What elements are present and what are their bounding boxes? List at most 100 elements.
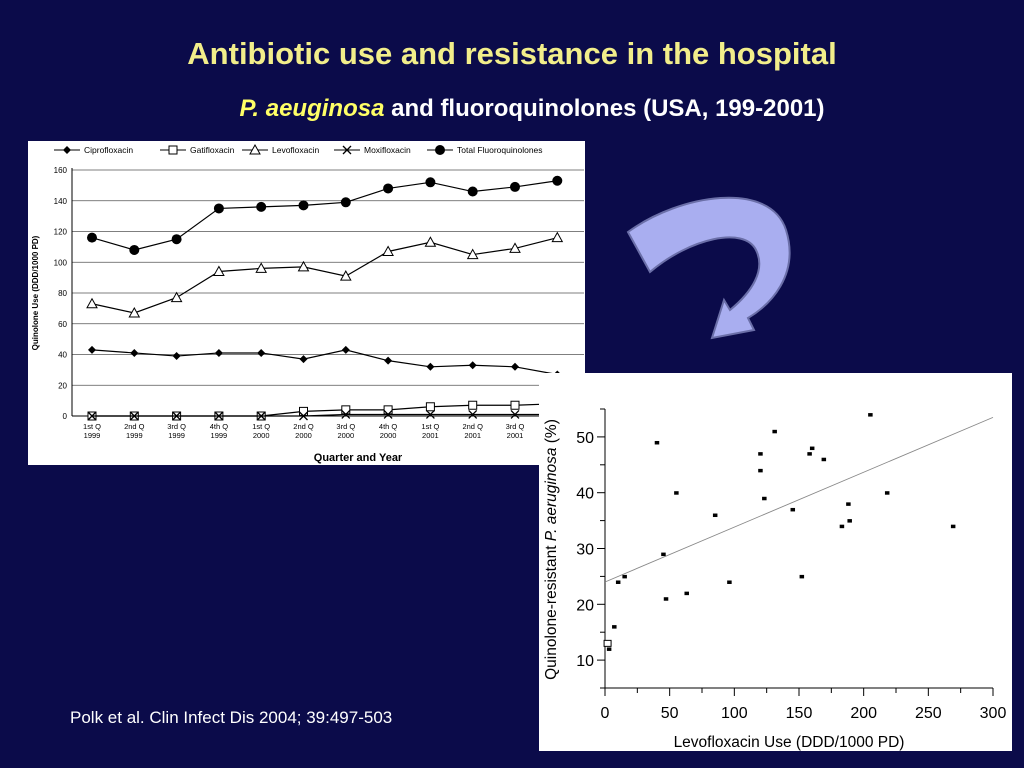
curved-arrow-icon	[620, 180, 800, 355]
subtitle-organism: P. aeuginosa	[239, 95, 385, 122]
legend-label: Moxifloxacin	[364, 145, 411, 155]
legend-label: Gatifloxacin	[190, 145, 235, 155]
data-point	[172, 352, 181, 361]
chart1-xtick-line: 2001	[507, 431, 524, 440]
chart2-ytick-label: 50	[576, 430, 594, 447]
data-point	[622, 574, 627, 579]
data-point	[425, 402, 435, 412]
chart2-xtick-label: 200	[850, 705, 877, 722]
data-point	[758, 452, 763, 456]
data-point	[868, 413, 873, 417]
chart1-xtick-line: 2nd Q	[124, 422, 145, 431]
data-point	[612, 625, 617, 629]
chart2-xtick-label: 0	[601, 705, 610, 722]
legend-marker	[249, 143, 261, 155]
data-point	[466, 248, 479, 260]
data-point	[382, 245, 394, 256]
data-point	[551, 231, 564, 243]
data-point	[727, 580, 732, 584]
data-point	[606, 647, 612, 651]
chart2-xtick-label: 100	[721, 705, 748, 722]
data-point	[684, 591, 689, 596]
data-point	[674, 491, 679, 495]
data-point	[129, 244, 140, 255]
chart1-ytick-label: 40	[58, 351, 67, 360]
data-point	[425, 177, 436, 188]
series-line	[91, 237, 558, 314]
data-point	[298, 200, 309, 211]
data-point	[615, 580, 621, 584]
data-point	[341, 410, 351, 419]
data-point	[214, 411, 224, 421]
data-point	[213, 203, 224, 214]
data-point	[510, 181, 520, 192]
chart2-y-axis-title: Quinolone-resistant P. aeruginosa (%)	[543, 419, 560, 680]
data-point	[340, 197, 351, 208]
slide-subtitle: P. aeuginosa and fluoroquinolones (USA, …	[0, 95, 1024, 123]
data-point	[712, 513, 718, 518]
chart1-ytick-label: 0	[63, 412, 68, 421]
data-point	[509, 242, 521, 253]
ylabel-suffix: (%)	[543, 419, 560, 447]
data-point	[511, 362, 519, 371]
data-point	[510, 400, 520, 410]
data-point	[256, 201, 267, 212]
legend-marker	[63, 146, 71, 154]
chart1-xtick-line: 3rd Q	[336, 422, 355, 431]
data-point	[256, 411, 266, 421]
data-point	[846, 502, 851, 506]
data-point	[663, 597, 669, 601]
chart1-xtick-line: 4th Q	[210, 422, 229, 431]
series-line	[91, 349, 558, 376]
data-point	[425, 410, 435, 419]
ylabel-organism: P. aeruginosa	[543, 447, 560, 541]
chart2-x-axis-title: Levofloxacin Use (DDD/1000 PD)	[674, 734, 905, 751]
legend-marker	[435, 145, 445, 155]
data-point	[86, 297, 98, 309]
chart1-xtick-line: 1999	[84, 431, 101, 440]
chart1-xtick-line: 2000	[253, 431, 270, 440]
line-chart-svg: Ciprofloxacin Gatifloxacin Levofloxacin Mox…	[31, 143, 584, 464]
legend-marker	[342, 145, 352, 155]
data-point	[87, 232, 97, 243]
data-point	[170, 291, 183, 303]
data-point	[383, 410, 393, 419]
chart1-ytick-label: 60	[58, 320, 67, 329]
chart1-xtick-line: 1999	[126, 431, 143, 440]
chart1-y-axis-title: Quinolone Use (DDD/1000 PD)	[31, 235, 40, 350]
series-line	[91, 180, 558, 251]
chart1-ytick-label: 160	[54, 166, 68, 175]
chart2-xtick-label: 250	[915, 705, 942, 722]
data-point	[661, 552, 666, 557]
data-point	[214, 348, 223, 357]
chart1-series-total-fluoroquinolones	[87, 175, 563, 255]
chart1-xtick-line: 2001	[422, 431, 439, 440]
data-point	[884, 491, 890, 495]
chart1-series-ciprofloxacin	[88, 345, 562, 379]
data-point	[790, 507, 796, 512]
data-point	[341, 405, 351, 415]
chart1-xtick-line: 2000	[337, 431, 354, 440]
data-point	[799, 574, 805, 579]
data-point	[809, 446, 815, 451]
data-point	[552, 175, 563, 186]
data-point	[383, 183, 394, 194]
chart2-xtick-label: 300	[980, 705, 1007, 722]
chart1-series-moxifloxacin	[87, 410, 562, 421]
chart2-ytick-label: 40	[576, 486, 594, 503]
chart1-series-gatifloxacin	[87, 399, 562, 421]
data-point	[468, 410, 478, 419]
citation: Polk et al. Clin Infect Dis 2004; 39:497…	[70, 708, 393, 727]
data-point	[88, 345, 96, 354]
data-point	[603, 639, 612, 647]
data-point	[255, 262, 268, 273]
chart1-ytick-label: 100	[54, 258, 68, 267]
data-point	[510, 410, 520, 419]
data-point	[384, 356, 393, 365]
data-point	[297, 260, 310, 272]
data-point	[424, 236, 437, 247]
